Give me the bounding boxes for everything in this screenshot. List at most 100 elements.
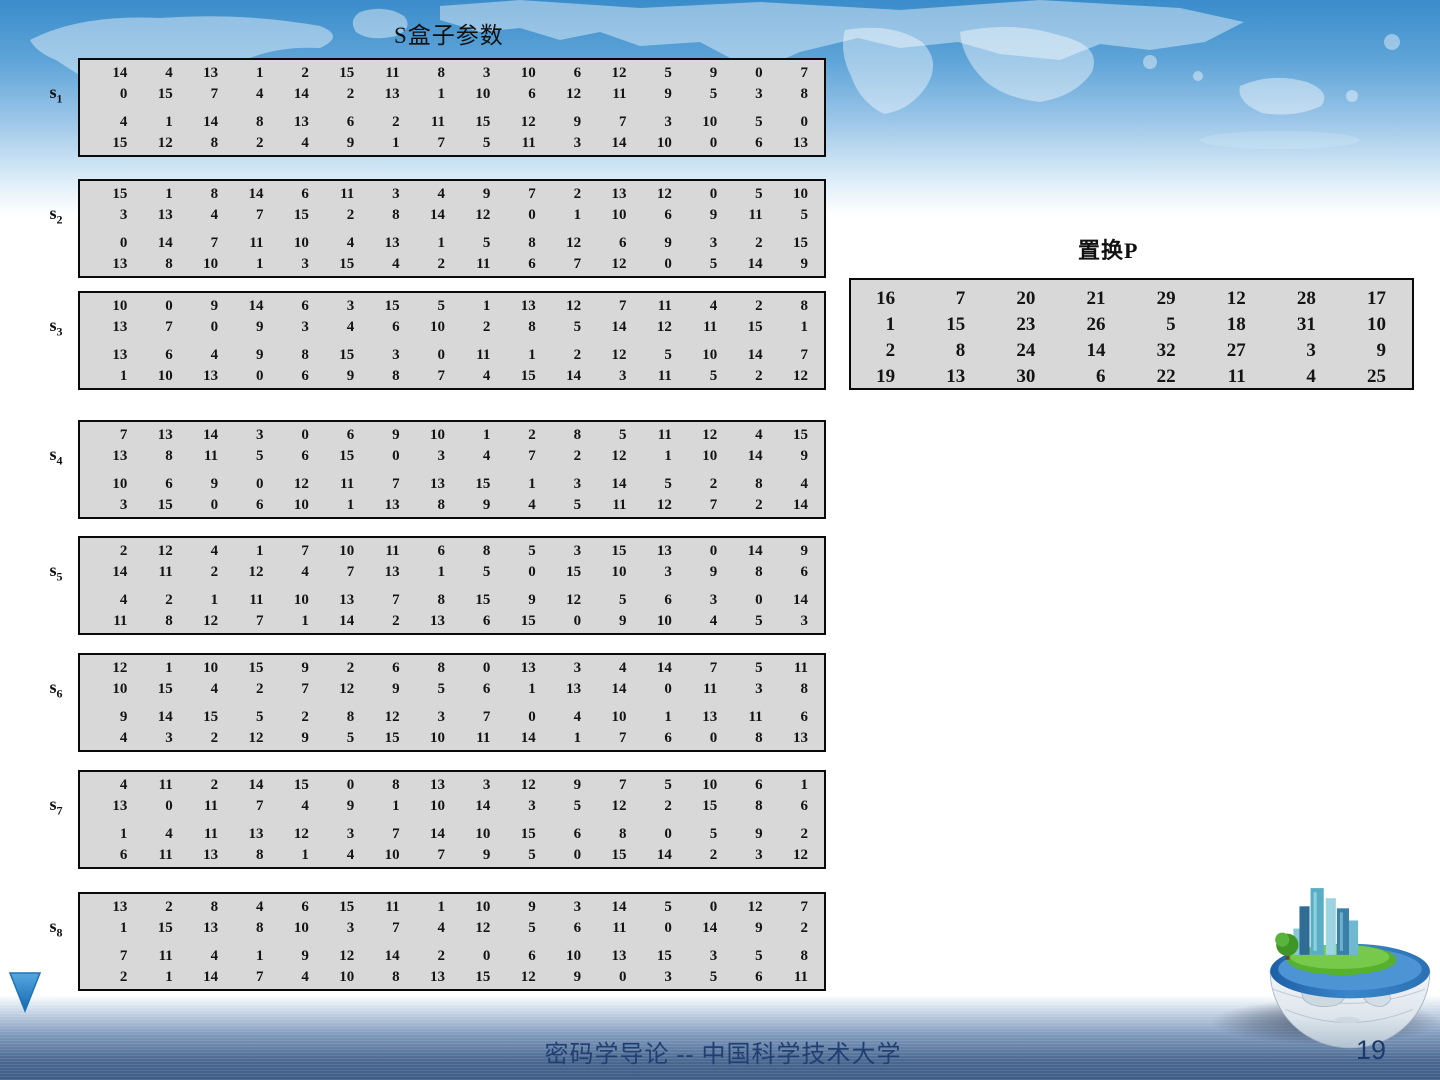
- table-cell: 3: [709, 235, 718, 251]
- table-cell: 13: [203, 920, 219, 936]
- table-cell: 5: [346, 730, 355, 746]
- table-cell: 12: [248, 564, 264, 580]
- table-cell: 1: [885, 314, 896, 335]
- table-cell: 2: [528, 427, 536, 443]
- table-cell: 12: [566, 235, 582, 251]
- table-cell: 15: [520, 613, 536, 629]
- table-cell: 3: [482, 777, 491, 793]
- table-cell: 10: [702, 347, 718, 363]
- table-cell: 11: [249, 235, 264, 251]
- table-cell: 9: [755, 826, 763, 842]
- table-cell: 4: [482, 448, 491, 464]
- table-cell: 15: [793, 427, 808, 443]
- table-cell: 4: [301, 798, 309, 814]
- table-cell: 11: [430, 114, 445, 130]
- table-cell: 4: [256, 86, 264, 102]
- table-cell: 12: [520, 969, 536, 985]
- table-cell: 14: [384, 948, 400, 964]
- table-cell: 3: [301, 319, 309, 335]
- table-cell: 13: [112, 347, 128, 363]
- table-cell: 9: [709, 564, 718, 580]
- table-cell: 8: [755, 798, 763, 814]
- table-cell: 8: [301, 347, 309, 363]
- table-cell: 7: [619, 114, 627, 130]
- table-cell: 5: [528, 847, 536, 863]
- table-cell: 12: [611, 65, 627, 81]
- table-cell: 30: [1016, 366, 1036, 387]
- table-cell: 2: [709, 476, 718, 492]
- table-row: 3 13 4 7 15 2 8 14 12 0 1 10 6 9 11 5: [80, 205, 824, 226]
- table-cell: 11: [340, 476, 355, 492]
- sbox-table-s8: 13 2 8 4 6 15 11 1 10 9 3 14 5 0 12 7 1 15 13 8 10 3 7 4 12 5 6 11 0…: [78, 892, 826, 991]
- table-cell: 3: [573, 543, 582, 559]
- p-table: 16 7 20 21 29 12 28 17 1 15 23 26 5 18 31 10 2 8 24 14 32 27 3…: [849, 278, 1414, 390]
- sbox-s2: s2 15 1 8 14 6 11 3 4 9 7 2 13 12 0 5 10 3 13 4 7 15 2 8 14 12 0 1…: [49, 179, 826, 278]
- table-cell: 6: [119, 847, 128, 863]
- table-cell: 5: [256, 448, 264, 464]
- table-cell: 0: [119, 235, 128, 251]
- table-cell: 14: [157, 709, 173, 725]
- table-cell: 12: [566, 592, 582, 608]
- table-cell: 10: [475, 826, 491, 842]
- table-cell: 9: [210, 476, 219, 492]
- table-cell: 0: [664, 826, 672, 842]
- table-cell: 0: [210, 497, 219, 513]
- table-cell: 4: [301, 969, 309, 985]
- table-cell: 8: [437, 497, 446, 513]
- table-row: 7 13 14 3 0 6 9 10 1 2 8 5 11 12 4 15: [80, 425, 824, 446]
- table-row: 1 4 11 13 12 3 7 14 10 15 6 8 0 5 9 2: [80, 824, 824, 845]
- table-cell: 14: [702, 920, 718, 936]
- table-cell: 14: [112, 65, 128, 81]
- table-cell: 7: [528, 448, 536, 464]
- table-cell: 3: [437, 448, 446, 464]
- table-cell: 1: [800, 777, 809, 793]
- table-cell: 2: [437, 948, 446, 964]
- table-cell: 1: [800, 319, 809, 335]
- table-cell: 9: [800, 448, 809, 464]
- table-cell: 12: [793, 368, 808, 384]
- table-cell: 6: [528, 948, 536, 964]
- table-cell: 3: [256, 427, 264, 443]
- table-cell: 1: [165, 186, 173, 202]
- table-cell: 15: [946, 314, 966, 335]
- nav-triangle-icon[interactable]: [8, 971, 42, 1013]
- table-cell: 15: [112, 135, 128, 151]
- table-cell: 5: [664, 476, 672, 492]
- table-cell: 2: [800, 920, 809, 936]
- table-cell: 5: [256, 709, 264, 725]
- table-cell: 7: [573, 256, 582, 272]
- table-cell: 0: [573, 847, 582, 863]
- table-cell: 10: [430, 427, 445, 443]
- table-cell: 7: [392, 476, 400, 492]
- table-cell: 1: [165, 660, 173, 676]
- table-row: 15 1 8 14 6 11 3 4 9 7 2 13 12 0 5 10: [80, 184, 824, 205]
- table-cell: 12: [112, 660, 128, 676]
- sbox-table-s6: 12 1 10 15 9 2 6 8 0 13 3 4 14 7 5 11 10 15 4 2 7 12 9 5 6 1 13 14 0…: [78, 653, 826, 752]
- table-cell: 0: [437, 347, 446, 363]
- table-cell: 8: [437, 65, 446, 81]
- table-cell: 5: [573, 798, 582, 814]
- table-cell: 6: [800, 709, 809, 725]
- table-cell: 12: [656, 497, 672, 513]
- table-row: 13 8 10 1 3 15 4 2 11 6 7 12 0 5 14 9: [80, 254, 824, 275]
- table-cell: 15: [339, 65, 355, 81]
- table-cell: 7: [210, 235, 219, 251]
- table-cell: 15: [611, 847, 627, 863]
- table-cell: 2: [885, 340, 896, 361]
- table-row: 10 0 9 14 6 3 15 5 1 13 12 7 11 4 2 8: [80, 296, 824, 317]
- sbox-table-s3: 10 0 9 14 6 3 15 5 1 13 12 7 11 4 2 8 13 7 0 9 3 4 6 10 2 8 5 14 12 1…: [78, 291, 826, 390]
- table-cell: 5: [664, 777, 672, 793]
- table-cell: 9: [346, 135, 355, 151]
- table-cell: 5: [800, 207, 809, 223]
- table-cell: 8: [800, 298, 809, 314]
- table-cell: 14: [248, 186, 264, 202]
- table-cell: 13: [430, 613, 445, 629]
- table-cell: 2: [346, 660, 355, 676]
- table-cell: 26: [1086, 314, 1106, 335]
- table-cell: 13: [611, 948, 627, 964]
- table-cell: 6: [664, 730, 672, 746]
- table-cell: 2: [755, 235, 763, 251]
- table-cell: 1: [482, 427, 491, 443]
- table-cell: 10: [475, 899, 491, 915]
- table-cell: 28: [1296, 288, 1316, 309]
